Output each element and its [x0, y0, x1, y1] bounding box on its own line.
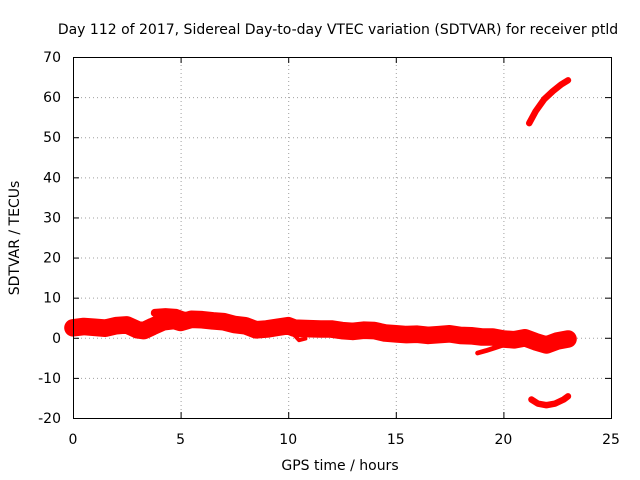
- series-dip-mid: [475, 340, 517, 356]
- y-tick-label: 50: [43, 130, 61, 146]
- y-tick-label: -10: [38, 371, 61, 387]
- chart-title: Day 112 of 2017, Sidereal Day-to-day VTE…: [58, 22, 618, 38]
- x-tick-label: 5: [176, 432, 185, 448]
- grid: [73, 57, 611, 418]
- y-tick-label: 20: [43, 251, 61, 267]
- y-tick-label: 30: [43, 210, 61, 226]
- y-tick-label: 0: [52, 331, 61, 347]
- x-tick-label: 20: [494, 432, 512, 448]
- y-tick-label: -20: [38, 411, 61, 427]
- axis-ticks: [73, 57, 612, 419]
- y-tick-label: 40: [43, 170, 61, 186]
- series-main: [64, 310, 577, 354]
- series-lower-arc: [528, 393, 572, 409]
- x-tick-label: 15: [387, 432, 405, 448]
- plot-frame: [73, 57, 612, 419]
- series-upper-arc: [526, 77, 572, 127]
- y-axis-label: SDTVAR / TECUs: [7, 181, 23, 296]
- x-tick-label: 10: [279, 432, 297, 448]
- x-axis-label: GPS time / hours: [281, 458, 398, 474]
- y-tick-labels: -20 -10 0 10 20 30 40 50 60 70: [38, 50, 61, 427]
- x-tick-label: 25: [602, 432, 620, 448]
- series-layer: [64, 77, 577, 409]
- x-tick-labels: 0 5 10 15 20 25: [69, 432, 620, 448]
- y-tick-label: 60: [43, 90, 61, 106]
- x-tick-label: 0: [69, 432, 78, 448]
- series-upper-shelf: [150, 308, 196, 321]
- y-tick-label: 70: [43, 50, 61, 66]
- y-tick-label: 10: [43, 291, 61, 307]
- series-dip-left: [292, 333, 308, 343]
